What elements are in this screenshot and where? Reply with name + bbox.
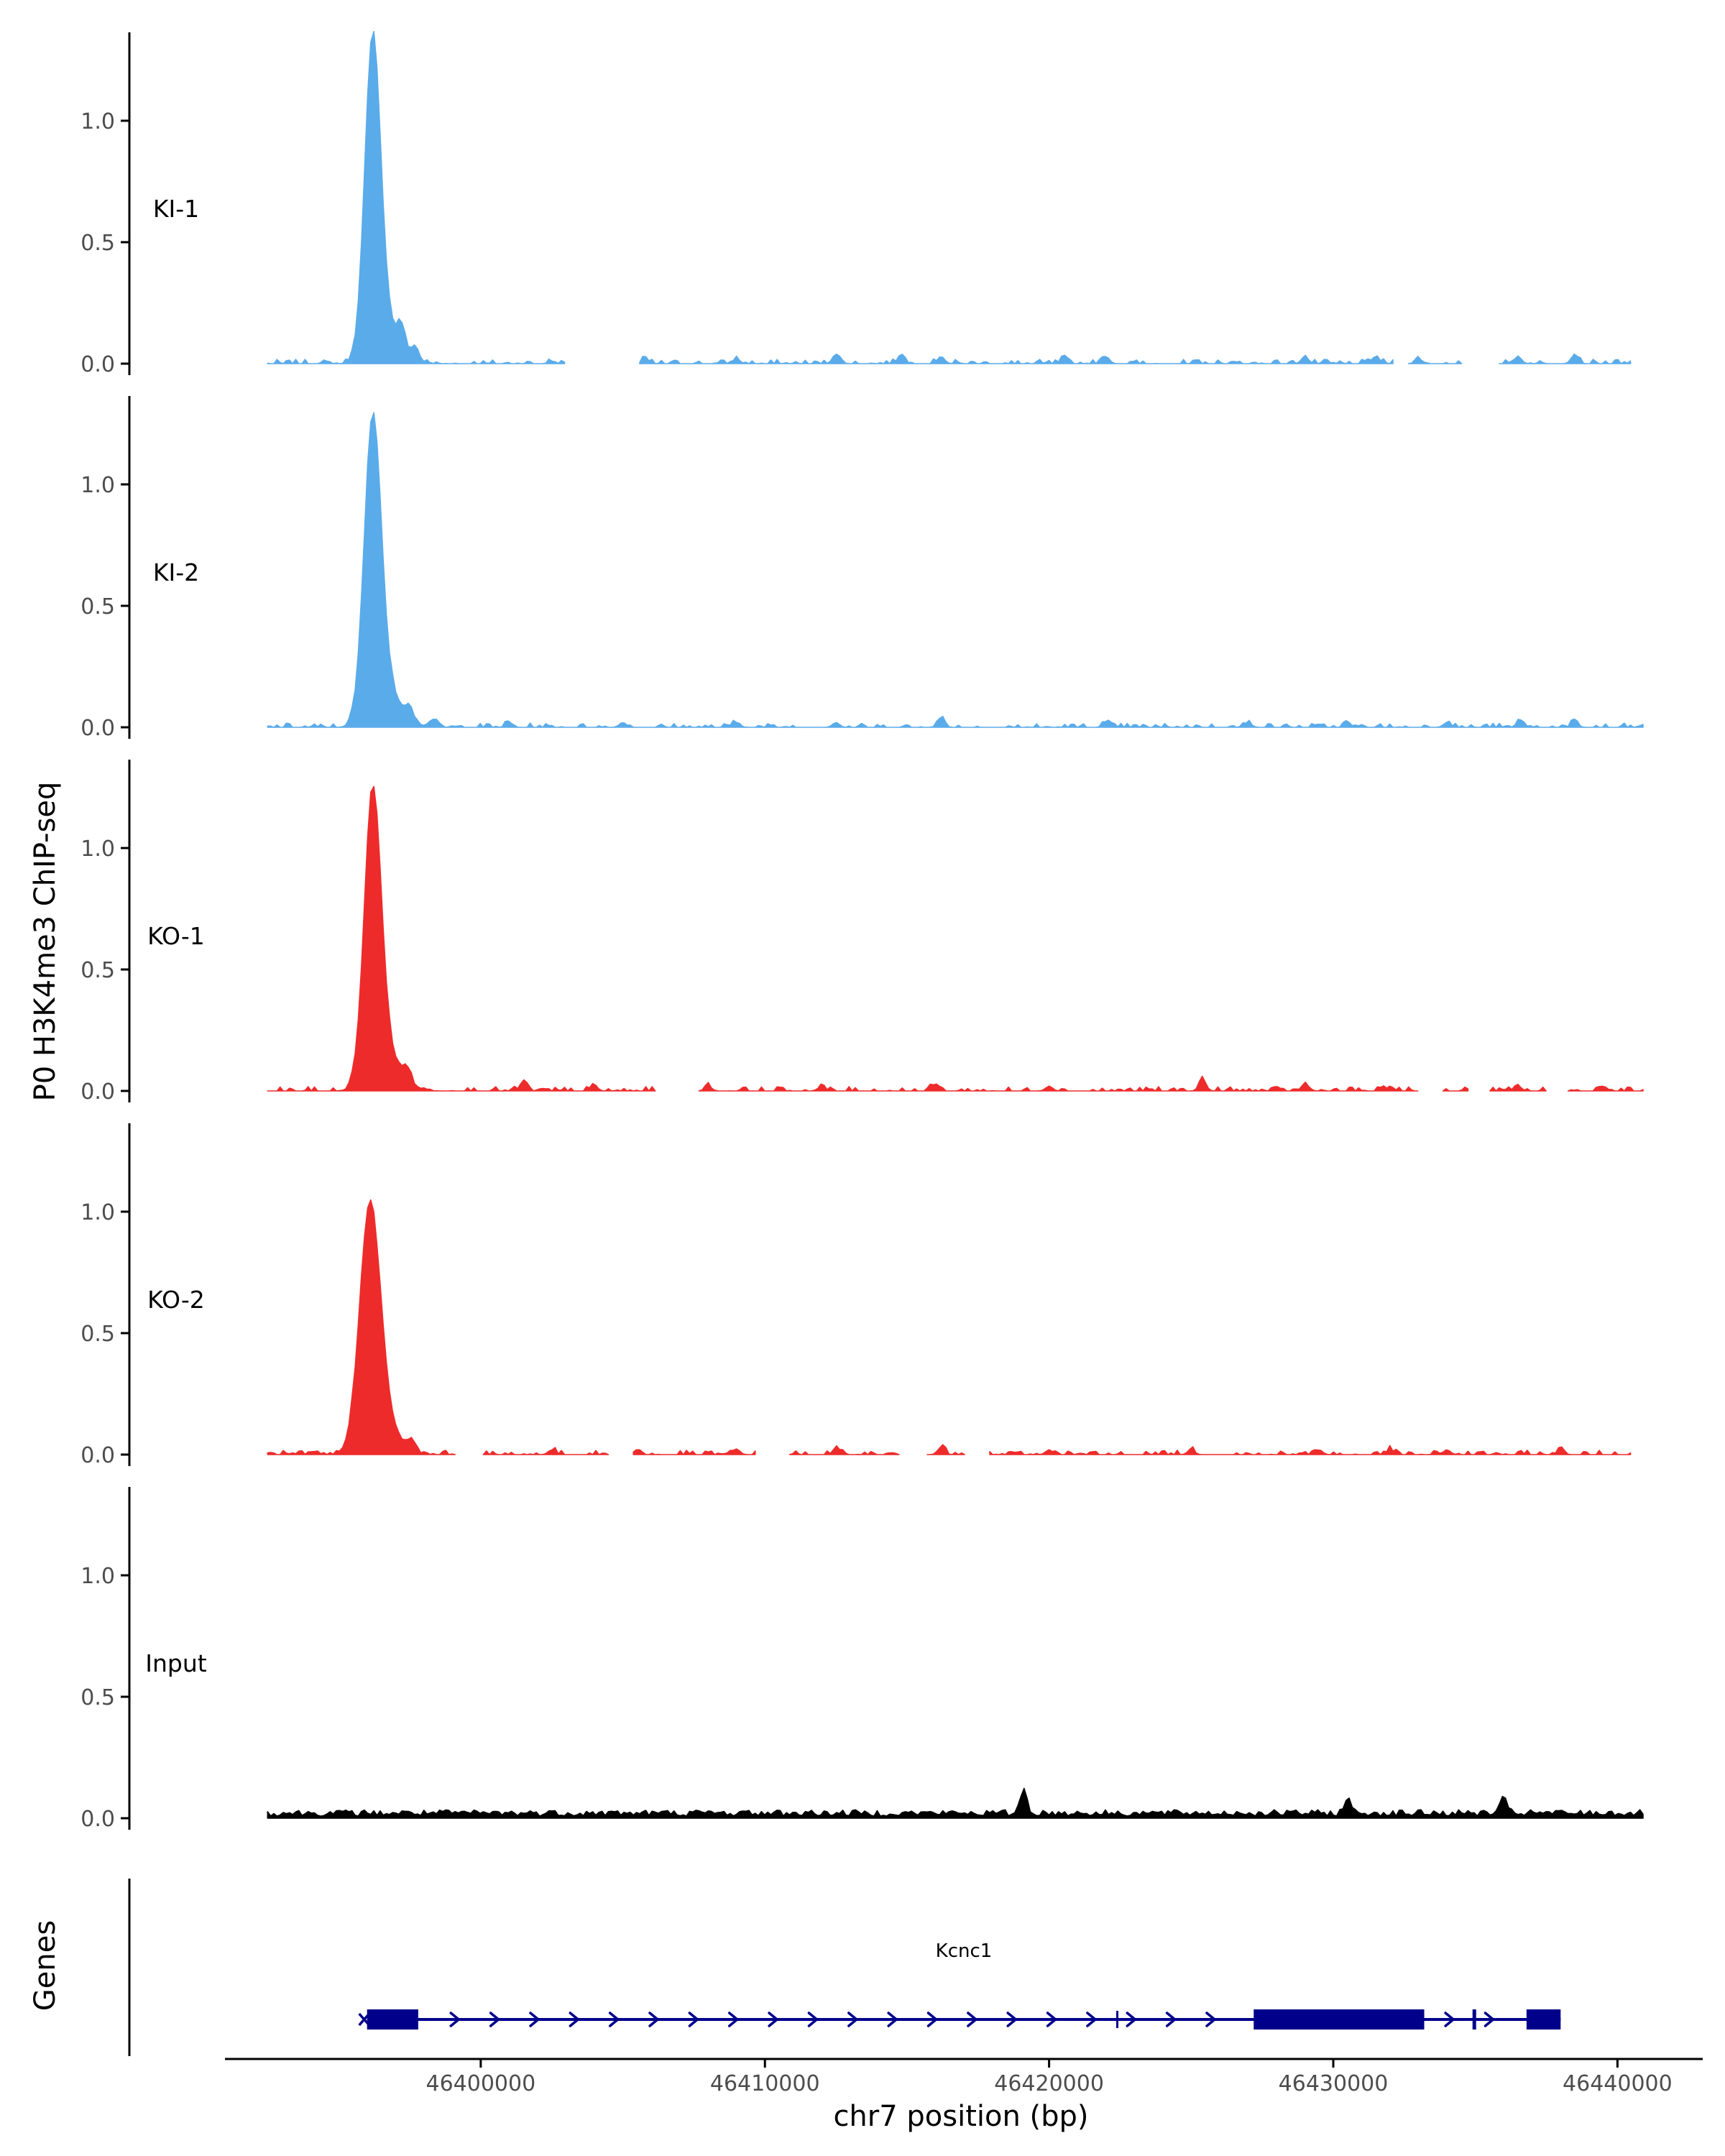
y-tick-label: 1.0 bbox=[80, 109, 115, 134]
track-ko-1: 0.0 0.5 1.0 KO-1 bbox=[80, 760, 1644, 1105]
strand-arrow bbox=[648, 2012, 659, 2027]
x-axis-title: chr7 position (bp) bbox=[833, 2100, 1088, 2133]
y-tick-label: 1.0 bbox=[80, 1200, 115, 1225]
strand-arrow bbox=[768, 2012, 778, 2027]
y-tick-label: 0.5 bbox=[80, 1685, 115, 1710]
x-tick-label: 46440000 bbox=[1563, 2071, 1673, 2096]
strand-arrow bbox=[529, 2012, 540, 2027]
strand-arrow bbox=[847, 2012, 858, 2027]
strand-arrow bbox=[807, 2012, 819, 2027]
track-label: KI-1 bbox=[153, 195, 199, 223]
strand-arrow bbox=[1205, 2012, 1216, 2027]
strand-arrow bbox=[967, 2012, 978, 2027]
track-ki-2: 0.0 0.5 1.0 KI-2 bbox=[80, 396, 1644, 741]
gene-exon bbox=[1254, 2009, 1425, 2030]
track-ko-2: 0.0 0.5 1.0 KO-2 bbox=[80, 1123, 1632, 1468]
signal-area bbox=[267, 1787, 1644, 1819]
strand-arrow bbox=[1444, 2012, 1455, 2027]
signal-area bbox=[267, 1199, 1632, 1455]
strand-arrow bbox=[449, 2012, 461, 2027]
x-tick-label: 46400000 bbox=[426, 2071, 535, 2096]
gene-exon bbox=[367, 2009, 418, 2030]
strand-arrow bbox=[608, 2012, 620, 2027]
y-axis-title: P0 H3K4me3 ChIP-seq bbox=[29, 782, 62, 1102]
strand-arrow bbox=[1126, 2012, 1137, 2027]
strand-arrow bbox=[1046, 2012, 1057, 2027]
y-tick-label: 0.0 bbox=[80, 1443, 115, 1468]
gene-name: Kcnc1 bbox=[936, 1940, 993, 1962]
x-tick-label: 46410000 bbox=[710, 2071, 820, 2096]
y-tick-label: 0.5 bbox=[80, 594, 115, 619]
y-tick-label: 0.5 bbox=[80, 958, 115, 983]
strand-arrow bbox=[926, 2012, 938, 2027]
track-label: Input bbox=[145, 1649, 207, 1677]
strand-arrow bbox=[489, 2012, 500, 2027]
x-tick-label: 46430000 bbox=[1279, 2071, 1389, 2096]
y-tick-label: 1.0 bbox=[80, 837, 115, 862]
strand-arrow bbox=[1006, 2012, 1017, 2027]
strand-arrow bbox=[727, 2012, 739, 2027]
x-axis: 46400000 46410000 46420000 46430000 46440000 bbox=[225, 2058, 1703, 2096]
strand-arrow bbox=[1165, 2012, 1177, 2027]
strand-arrow bbox=[1086, 2012, 1097, 2027]
gene-exon bbox=[1526, 2009, 1561, 2030]
x-tick-label: 46420000 bbox=[994, 2071, 1104, 2096]
tracks-layer: 0.00.51.0KI-10.00.51.0KI-20.00.51.0KO-10… bbox=[80, 30, 1644, 1832]
strand-arrow bbox=[688, 2012, 699, 2027]
genes-axis-title: Genes bbox=[29, 1920, 62, 2011]
strand-arrow bbox=[887, 2012, 898, 2027]
signal-area bbox=[267, 786, 1644, 1092]
gene-exon bbox=[1472, 2009, 1476, 2030]
track-ki-1: 0.0 0.5 1.0 KI-1 bbox=[80, 30, 1632, 377]
track-input: 0.0 0.5 1.0 Input bbox=[80, 1487, 1644, 1832]
track-label: KO-2 bbox=[147, 1286, 205, 1314]
strand-arrow bbox=[569, 2012, 580, 2027]
track-label: KI-2 bbox=[153, 558, 199, 586]
track-label: KO-1 bbox=[147, 922, 205, 950]
y-tick-label: 0.5 bbox=[80, 231, 115, 256]
y-tick-label: 0.5 bbox=[80, 1322, 115, 1347]
signal-area bbox=[267, 412, 1644, 728]
y-tick-label: 0.0 bbox=[80, 1079, 115, 1105]
y-tick-label: 0.0 bbox=[80, 352, 115, 377]
y-tick-label: 0.0 bbox=[80, 1807, 115, 1832]
y-tick-label: 1.0 bbox=[80, 1564, 115, 1589]
y-tick-label: 1.0 bbox=[80, 473, 115, 498]
gene-track: Kcnc1 bbox=[128, 1879, 1561, 2056]
y-tick-label: 0.0 bbox=[80, 716, 115, 741]
signal-area bbox=[267, 30, 1632, 364]
strand-arrow bbox=[1484, 2012, 1495, 2027]
